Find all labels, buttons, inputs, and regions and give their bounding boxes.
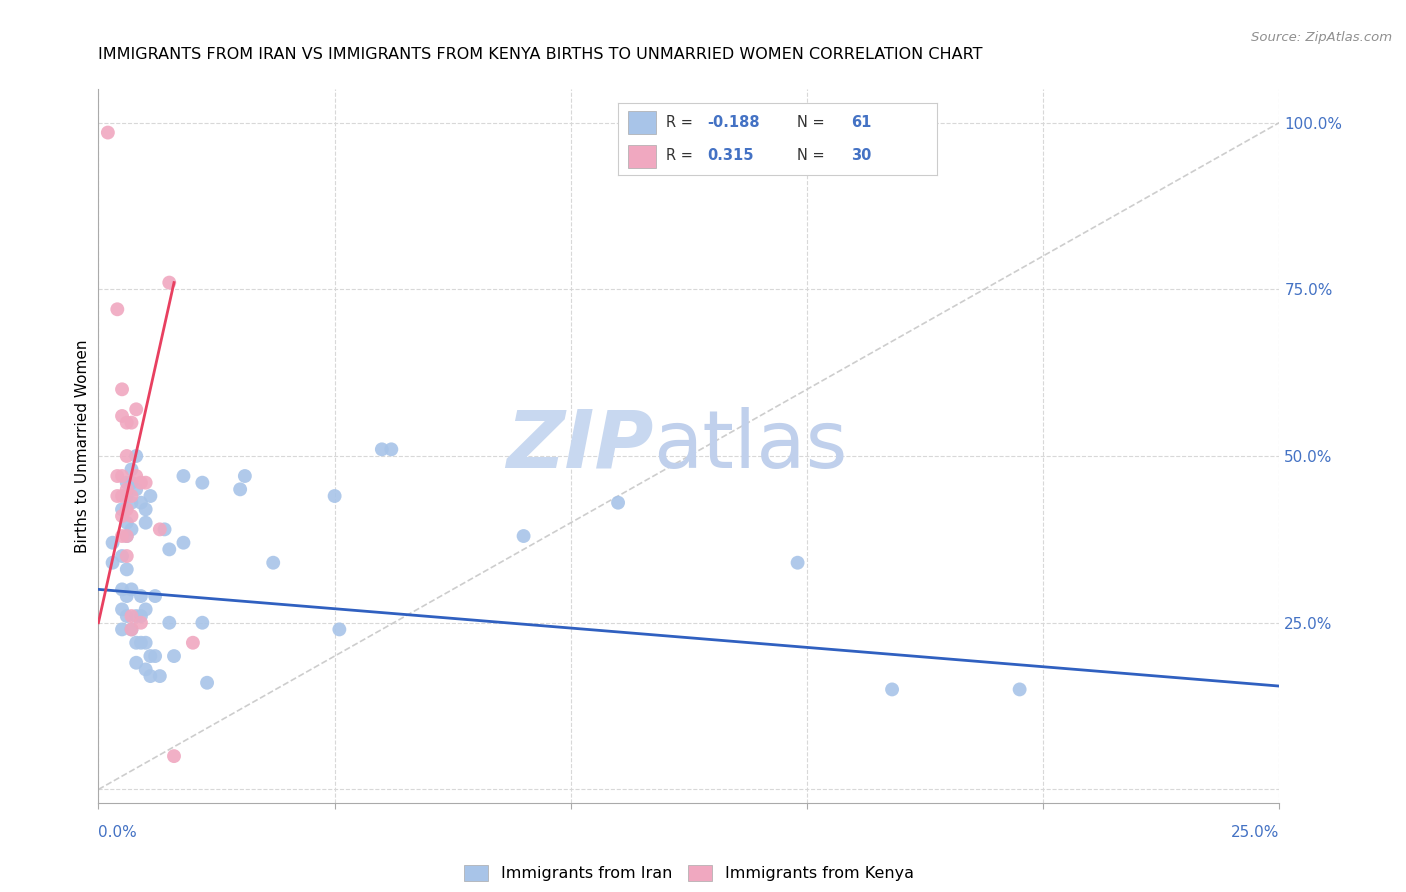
Point <box>129 636 152 650</box>
Point <box>157 276 180 290</box>
Point <box>125 609 148 624</box>
Point <box>115 449 138 463</box>
Point <box>157 542 180 557</box>
Point <box>115 549 138 563</box>
Point <box>149 669 172 683</box>
Point <box>157 615 180 630</box>
Point <box>111 502 134 516</box>
Point <box>380 442 402 457</box>
Point <box>129 496 152 510</box>
Point <box>115 589 138 603</box>
Point <box>323 489 346 503</box>
Point <box>115 562 138 576</box>
Point <box>125 636 148 650</box>
Legend: Immigrants from Iran, Immigrants from Kenya: Immigrants from Iran, Immigrants from Ke… <box>457 858 921 888</box>
Point <box>135 636 157 650</box>
Y-axis label: Births to Unmarried Women: Births to Unmarried Women <box>75 339 90 553</box>
Point <box>111 582 134 597</box>
Point <box>111 489 134 503</box>
Point <box>125 402 148 417</box>
Point <box>125 469 148 483</box>
Point <box>121 609 143 624</box>
Text: atlas: atlas <box>654 407 848 485</box>
Point <box>115 609 138 624</box>
Point <box>1008 682 1031 697</box>
Point <box>135 502 157 516</box>
Point <box>191 615 214 630</box>
Point <box>229 483 252 497</box>
Point <box>111 549 134 563</box>
Point <box>111 602 134 616</box>
Point <box>121 489 143 503</box>
Point <box>121 496 143 510</box>
Point <box>115 529 138 543</box>
Point <box>125 656 148 670</box>
Point <box>143 589 166 603</box>
Point <box>121 509 143 524</box>
Point <box>172 469 194 483</box>
Point <box>111 469 134 483</box>
Text: IMMIGRANTS FROM IRAN VS IMMIGRANTS FROM KENYA BIRTHS TO UNMARRIED WOMEN CORRELAT: IMMIGRANTS FROM IRAN VS IMMIGRANTS FROM … <box>98 47 983 62</box>
Point <box>786 556 808 570</box>
Point <box>121 462 143 476</box>
Point <box>153 522 176 536</box>
Point <box>139 649 162 664</box>
Point <box>121 623 143 637</box>
Point <box>105 489 128 503</box>
Point <box>101 535 124 549</box>
Point <box>135 475 157 490</box>
Point <box>115 416 138 430</box>
Point <box>880 682 903 697</box>
Point <box>371 442 394 457</box>
Point <box>172 535 194 549</box>
Point <box>512 529 534 543</box>
Point <box>191 475 214 490</box>
Text: 0.0%: 0.0% <box>98 825 138 840</box>
Point <box>111 529 134 543</box>
Point <box>135 662 157 676</box>
Point <box>111 409 134 423</box>
Point <box>149 522 172 536</box>
Point <box>121 416 143 430</box>
Point <box>97 126 120 140</box>
Point <box>328 623 350 637</box>
Point <box>233 469 256 483</box>
Text: ZIP: ZIP <box>506 407 654 485</box>
Point <box>105 469 128 483</box>
Point <box>111 382 134 396</box>
Point <box>262 556 284 570</box>
Point <box>163 749 186 764</box>
Point <box>143 649 166 664</box>
Point <box>181 636 204 650</box>
Point <box>115 529 138 543</box>
Text: 25.0%: 25.0% <box>1232 825 1279 840</box>
Point <box>105 302 128 317</box>
Point <box>129 609 152 624</box>
Text: Source: ZipAtlas.com: Source: ZipAtlas.com <box>1251 31 1392 45</box>
Point <box>163 649 186 664</box>
Point <box>139 489 162 503</box>
Point <box>115 516 138 530</box>
Point <box>115 475 138 490</box>
Point <box>111 509 134 524</box>
Point <box>139 669 162 683</box>
Point <box>121 582 143 597</box>
Point <box>129 475 152 490</box>
Point <box>195 675 218 690</box>
Point <box>121 475 143 490</box>
Point <box>125 483 148 497</box>
Point <box>135 516 157 530</box>
Point <box>129 615 152 630</box>
Point <box>129 589 152 603</box>
Point <box>111 623 134 637</box>
Point <box>101 556 124 570</box>
Point <box>115 502 138 516</box>
Point <box>135 602 157 616</box>
Point <box>121 522 143 536</box>
Point <box>607 496 630 510</box>
Point <box>115 489 138 503</box>
Point <box>115 483 138 497</box>
Point <box>121 623 143 637</box>
Point <box>125 449 148 463</box>
